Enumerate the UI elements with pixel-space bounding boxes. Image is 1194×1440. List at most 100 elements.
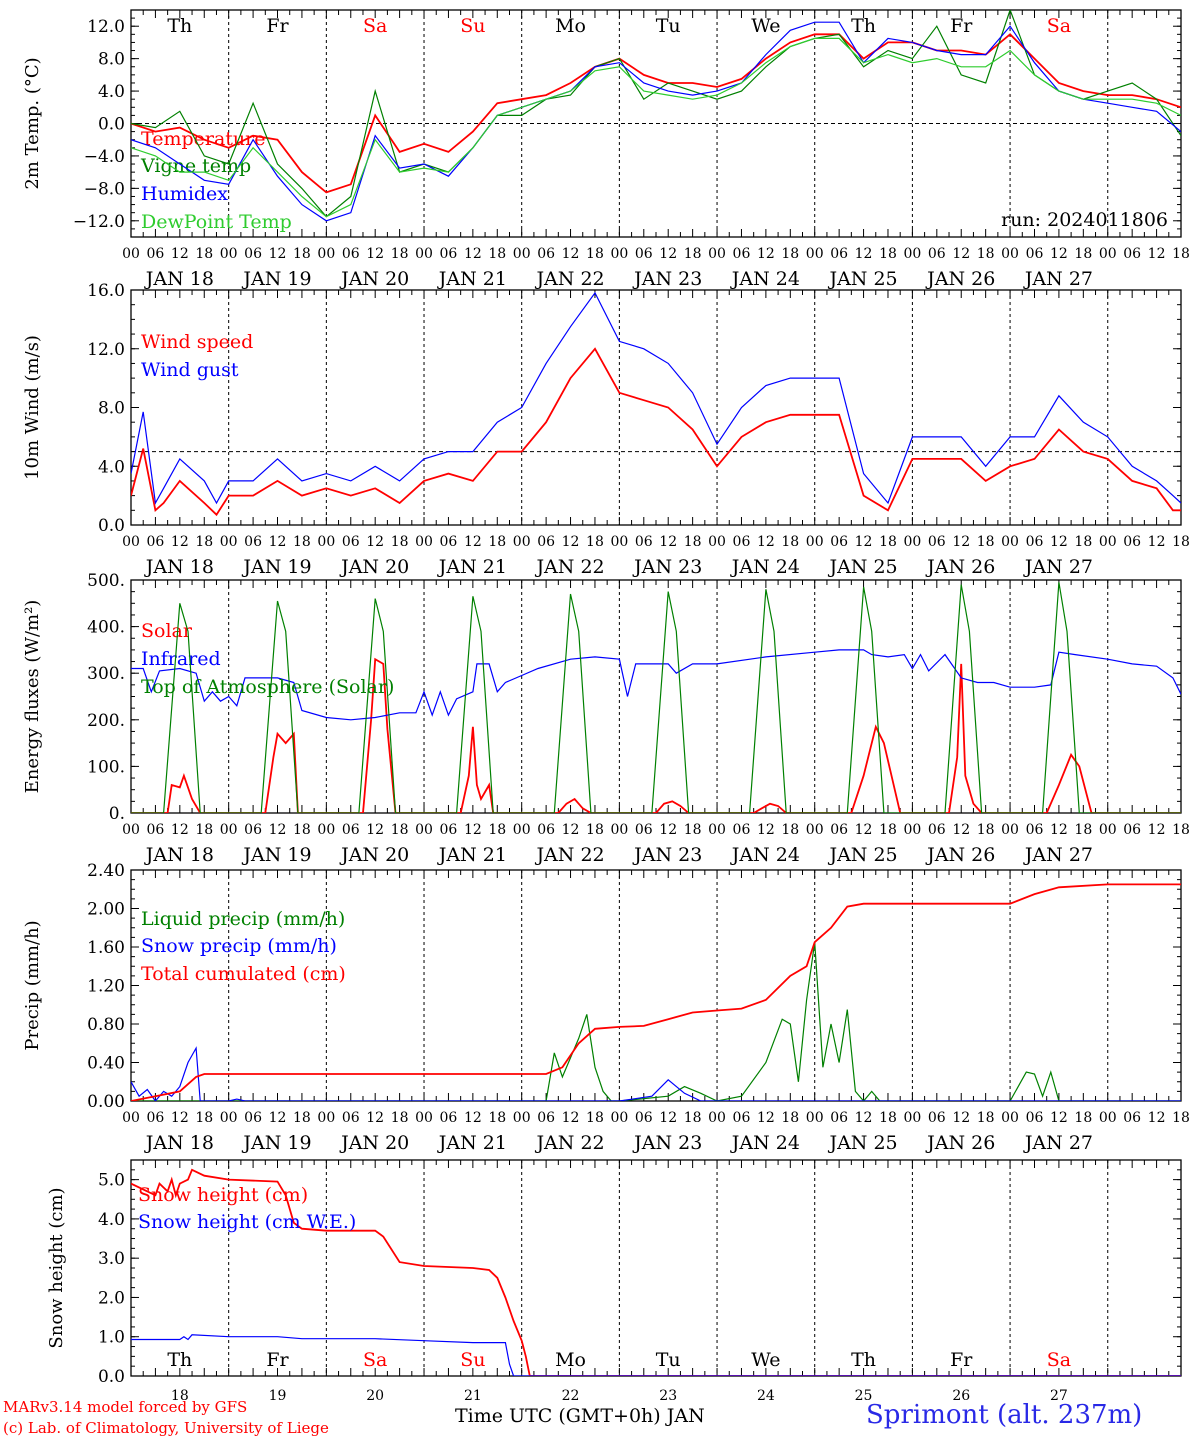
y-tick-label: 12.0	[87, 340, 125, 360]
hour-tick-label: 06	[928, 1110, 946, 1126]
y-tick-label: 8.0	[98, 399, 125, 419]
hour-tick-label: 18	[1172, 822, 1190, 838]
hour-tick-label: 00	[220, 534, 238, 550]
hour-tick-label: 18	[293, 1110, 311, 1126]
weekday-label: Fr	[266, 1349, 289, 1371]
weekday-label: Sa	[363, 15, 387, 37]
hour-tick-label: 18	[1074, 246, 1092, 262]
hour-tick-label: 00	[610, 822, 628, 838]
hour-tick-label: 06	[244, 534, 262, 550]
hour-tick-label: 12	[855, 534, 873, 550]
hour-tick-label: 06	[244, 822, 262, 838]
date-label: JAN 20	[339, 1132, 409, 1154]
hour-tick-label: 06	[244, 1110, 262, 1126]
weekday-label: Su	[460, 15, 485, 37]
hour-tick-label: 00	[317, 1110, 335, 1126]
hour-tick-label: 06	[635, 822, 653, 838]
hour-tick-label: 12	[659, 534, 677, 550]
hour-tick-label: 18	[879, 534, 897, 550]
hour-tick-label: 06	[1026, 822, 1044, 838]
hour-tick-label: 12	[269, 822, 287, 838]
hour-tick-label: 00	[708, 1110, 726, 1126]
weekday-label: Mo	[555, 1349, 586, 1371]
y-tick-label: 100.	[87, 757, 125, 777]
series-wind-gust	[131, 291, 1181, 505]
date-label: JAN 22	[534, 1132, 604, 1154]
hour-tick-label: 12	[366, 822, 384, 838]
hour-tick-label: 18	[684, 1110, 702, 1126]
hour-tick-label: 06	[928, 246, 946, 262]
hour-tick-label: 18	[586, 822, 604, 838]
hour-tick-label: 18	[1074, 822, 1092, 838]
hour-tick-label: 00	[513, 534, 531, 550]
y-tick-label: −4.0	[84, 147, 125, 167]
hour-tick-label: 12	[757, 246, 775, 262]
hour-tick-label: 12	[659, 822, 677, 838]
hour-tick-label: 18	[879, 822, 897, 838]
weekday-label: Sa	[1047, 15, 1071, 37]
y-tick-label: 0.0	[98, 516, 125, 536]
y-axis-label: 2m Temp. (°C)	[22, 57, 43, 189]
hour-tick-label: 00	[610, 534, 628, 550]
date-label: JAN 21	[437, 268, 507, 290]
hour-tick-label: 12	[952, 534, 970, 550]
legend-entry: DewPoint Temp	[141, 211, 292, 233]
hour-tick-label: 12	[562, 534, 580, 550]
hour-tick-label: 06	[733, 1110, 751, 1126]
hour-tick-label: 12	[1148, 822, 1166, 838]
hour-tick-label: 18	[977, 822, 995, 838]
hour-tick-label: 06	[1026, 534, 1044, 550]
hour-tick-label: 06	[830, 822, 848, 838]
date-label: JAN 19	[241, 844, 311, 866]
y-tick-label: 0.40	[87, 1054, 125, 1074]
date-number-label: 24	[757, 1388, 775, 1404]
date-label: JAN 24	[730, 268, 800, 290]
panel-snow: 0.0 1.0 2.0 3.0 4.0 5.0 Snow height (cm) 18 19 20…	[46, 1159, 1182, 1404]
date-label: JAN 18	[144, 556, 214, 578]
hour-tick-label: 18	[586, 246, 604, 262]
hour-tick-label: 12	[464, 1110, 482, 1126]
hour-tick-label: 18	[781, 534, 799, 550]
model-credit: MARv3.14 model forced by GFS	[3, 1398, 248, 1416]
weekday-label: Tu	[656, 15, 681, 37]
site-label: Sprimont (alt. 237m)	[866, 1400, 1143, 1430]
y-tick-label: 3.0	[98, 1249, 125, 1269]
legend-entry: Humidex	[141, 183, 228, 205]
series-liquid-precip-mm-h	[131, 942, 1181, 1101]
series-vigne-temp	[131, 10, 1181, 218]
date-number-label: 21	[464, 1388, 482, 1404]
hour-tick-label: 00	[513, 822, 531, 838]
weekday-label: We	[751, 1349, 780, 1371]
hour-tick-label: 12	[855, 1110, 873, 1126]
date-label: JAN 21	[437, 1132, 507, 1154]
date-label: JAN 21	[437, 844, 507, 866]
hour-tick-label: 18	[1172, 534, 1190, 550]
hour-tick-label: 00	[122, 534, 140, 550]
date-number-label: 23	[659, 1388, 677, 1404]
hour-tick-label: 12	[171, 822, 189, 838]
hour-tick-label: 12	[562, 1110, 580, 1126]
hour-tick-label: 12	[1148, 534, 1166, 550]
hour-tick-label: 18	[977, 1110, 995, 1126]
hour-tick-label: 00	[1099, 1110, 1117, 1126]
y-tick-label: 2.00	[87, 900, 125, 920]
hour-tick-label: 06	[147, 246, 165, 262]
date-label: JAN 20	[339, 268, 409, 290]
date-label: JAN 27	[1023, 844, 1093, 866]
legend-entry: Temperature	[141, 128, 265, 150]
weekday-label: Tu	[656, 1349, 681, 1371]
y-tick-label: −8.0	[84, 179, 125, 199]
hour-tick-label: 06	[147, 822, 165, 838]
date-label: JAN 19	[241, 268, 311, 290]
hour-tick-label: 12	[1050, 822, 1068, 838]
hour-tick-label: 12	[659, 1110, 677, 1126]
hour-tick-label: 06	[440, 246, 458, 262]
hour-tick-label: 00	[1099, 246, 1117, 262]
y-tick-label: −12.0	[73, 212, 125, 232]
series-total-cumulated-cm	[131, 883, 1181, 1101]
hour-tick-label: 18	[488, 246, 506, 262]
legend-entry: Top of Atmosphere (Solar)	[141, 676, 394, 698]
date-number-label: 20	[366, 1388, 384, 1404]
hour-tick-label: 00	[610, 246, 628, 262]
hour-tick-label: 12	[1148, 246, 1166, 262]
